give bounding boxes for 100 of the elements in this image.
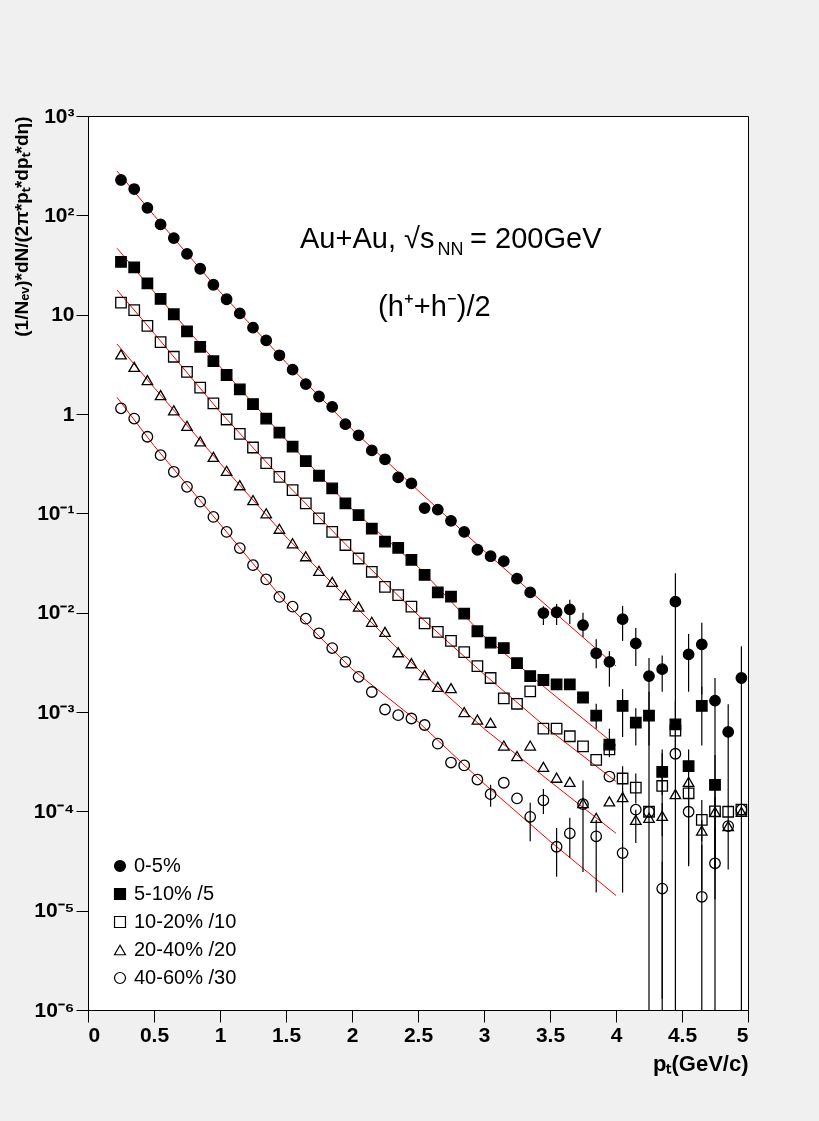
point [167,405,180,416]
y-tick-label: 10² [44,202,75,226]
point [458,759,471,772]
point [392,589,405,602]
point [181,247,193,260]
point [154,449,167,462]
point [194,340,207,353]
point [695,814,708,826]
point [458,607,471,620]
point [181,420,193,432]
point [405,658,418,669]
y-tick-label: 10⁻⁴ [33,798,75,822]
point [273,591,286,603]
point [405,477,418,490]
point [167,232,180,244]
point [695,890,708,903]
line-series [116,343,617,834]
point [194,495,207,508]
legend-label: 40-60% /30 [134,966,237,988]
point [154,218,167,231]
point [405,553,418,566]
y-tick-label: 1 [62,401,75,425]
point [709,694,721,707]
y-tick-label: 10⁻³ [37,699,75,723]
point [313,469,325,482]
point [550,678,563,691]
point [141,277,154,290]
point [352,670,365,683]
point [392,471,405,484]
point [260,508,273,519]
point [207,451,220,463]
point [141,374,154,386]
point [629,637,642,650]
point [128,261,141,274]
point [603,770,616,783]
y-tick-label: 10³ [44,103,75,127]
point [299,378,312,390]
point [181,325,193,338]
point [299,612,312,625]
point [207,278,220,291]
point [603,743,616,756]
point [365,444,378,457]
point [537,722,550,735]
point [128,304,141,317]
point [167,465,180,478]
point [616,700,629,712]
point [365,686,378,698]
point [260,573,273,586]
point [207,355,220,368]
point [379,535,391,548]
point [339,589,352,601]
x-tick-label: 2 [346,1022,359,1046]
point [339,418,352,431]
point [405,600,418,613]
point [194,262,207,275]
point [445,590,457,603]
point [735,672,748,684]
y-tick-label: 10⁻⁵ [34,898,75,922]
point [537,607,550,619]
point [471,714,484,725]
point [233,480,246,491]
point [392,709,405,722]
point [431,626,444,638]
point [247,398,259,410]
point [286,484,299,497]
point [656,810,669,822]
point [471,543,484,556]
point [629,716,642,729]
point [524,740,537,751]
point [418,502,431,514]
y-tick-label: 10⁻² [37,600,75,624]
point [550,606,563,619]
point [682,776,695,788]
point [352,509,365,521]
point [497,642,510,654]
point [220,465,233,476]
point [313,512,325,525]
point [695,700,708,712]
point [115,402,127,415]
point [524,685,537,698]
point [431,586,444,599]
point [115,349,127,360]
point [326,642,339,654]
point [497,692,510,705]
point [590,753,603,766]
point [247,494,259,506]
point [643,670,655,682]
point [405,712,418,725]
point [511,657,523,670]
annotation: (h⁺+h⁻)/2 [378,290,491,322]
point [247,441,259,454]
point [445,682,457,694]
point [497,776,510,789]
point [458,706,471,718]
point [260,412,273,425]
point [563,827,576,840]
x-tick-label: 0.5 [139,1022,170,1046]
point [643,709,655,722]
point [273,523,286,534]
point [141,320,154,332]
